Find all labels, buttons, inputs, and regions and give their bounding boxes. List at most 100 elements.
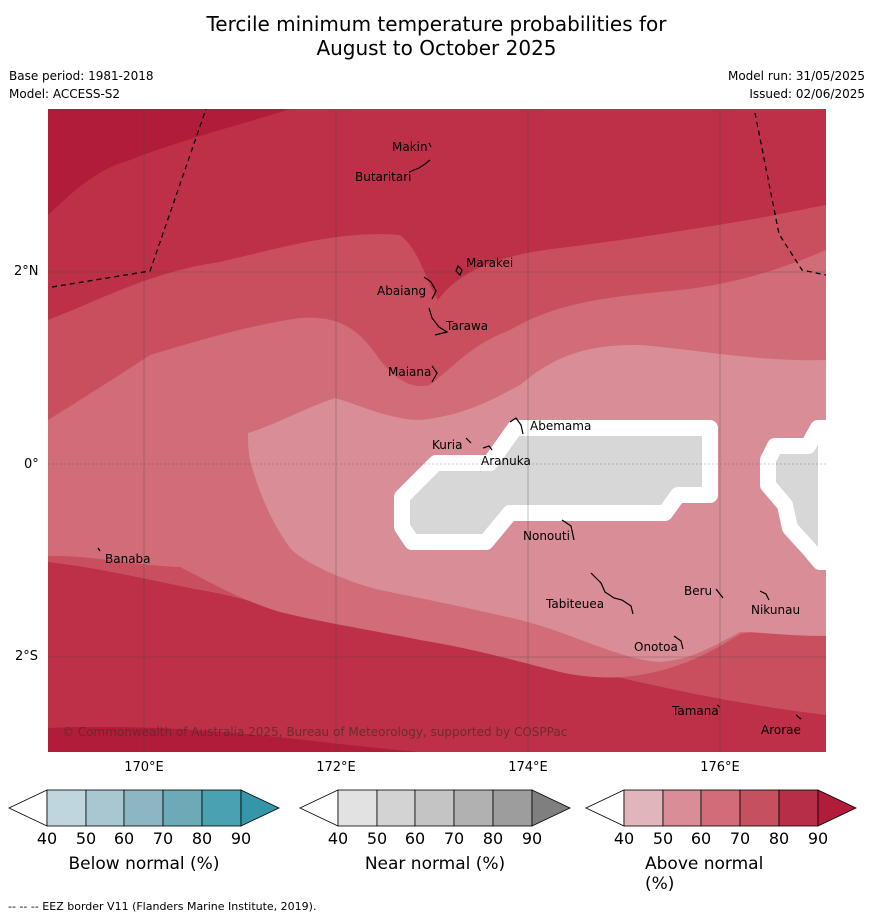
lat-label-2n: 2°N (14, 264, 39, 279)
lon-label-176e: 176°E (700, 760, 740, 775)
eez-footnote: -- -- -- EEZ border V11 (Flanders Marine… (8, 900, 317, 913)
colorbar-below-tick: 70 (152, 829, 174, 848)
colorbar-near-bin-60 (414, 789, 455, 827)
map-frame: Makin Butaritari Marakei Abaiang Tarawa … (48, 109, 826, 752)
island-label-makin: Makin (392, 140, 428, 154)
title-line-1: Tercile minimum temperature probabilitie… (206, 12, 667, 36)
colorbar-above-tick: 40 (613, 829, 635, 848)
island-shape-nonouti (561, 519, 575, 541)
island-shape-arorae (795, 714, 802, 720)
colorbar-near-tick: 70 (443, 829, 465, 848)
base-period: Base period: 1981-2018 (9, 69, 154, 83)
island-shape-tarawa (428, 307, 449, 336)
colorbar-below-tick: 50 (75, 829, 97, 848)
island-shape-abaiang (423, 276, 437, 300)
island-shape-aranuka (482, 445, 493, 451)
island-shape-butaritari (408, 159, 431, 173)
zone-near-normal-east (760, 420, 826, 570)
colorbar-above-bin-60 (700, 789, 741, 827)
colorbar-above-tick: 90 (807, 829, 829, 848)
colorbars (8, 789, 857, 827)
colorbar-near-label: Near normal (%) (364, 854, 506, 874)
colorbar-near-tick: 90 (521, 829, 543, 848)
island-label-beru: Beru (684, 584, 712, 598)
island-label-aranuka: Aranuka (481, 454, 531, 468)
lat-label-0: 0° (24, 457, 39, 472)
title-line-2: August to October 2025 (316, 36, 557, 60)
colorbar-below-bin-40 (46, 789, 87, 827)
island-label-butaritari: Butaritari (355, 170, 412, 184)
colorbar-below-tick: 80 (191, 829, 213, 848)
colorbar-below-extend-high (240, 789, 280, 827)
colorbar-below-tick: 90 (230, 829, 252, 848)
colorbar-above-bin-40 (623, 789, 664, 827)
colorbar-above-extend-low (585, 789, 625, 827)
copyright-text: © Commonwealth of Australia 2025, Bureau… (62, 725, 567, 739)
island-shape-banaba (97, 547, 101, 552)
zone-near-normal-west (394, 420, 718, 550)
colorbar-near-bin-50 (376, 789, 416, 827)
island-shape-kuria (465, 437, 472, 444)
colorbar-above-tick: 50 (652, 829, 674, 848)
colorbar-near-bin-70 (453, 789, 494, 827)
island-shape-maiana (431, 365, 438, 383)
colorbar-near-tick: 80 (482, 829, 504, 848)
island-label-abemama: Abemama (530, 419, 591, 433)
island-label-abaiang: Abaiang (377, 284, 426, 298)
island-shape-onotoa (673, 635, 684, 650)
colorbar-below-bin-70 (162, 789, 203, 827)
colorbar-below-extend-low (8, 789, 48, 827)
colorbar-above-tick: 80 (768, 829, 790, 848)
colorbar-above-normal (585, 789, 857, 827)
island-shapes (97, 142, 802, 720)
colorbar-near-extend-high (531, 789, 571, 827)
island-label-nonouti: Nonouti (523, 529, 570, 543)
island-label-onotoa: Onotoa (634, 640, 678, 654)
model-name: Model: ACCESS-S2 (9, 87, 121, 101)
island-labels: Makin Butaritari Marakei Abaiang Tarawa … (105, 140, 801, 737)
colorbar-above-label: Above normal (%) (645, 854, 764, 894)
lon-label-170e: 170°E (124, 760, 164, 775)
chart-title: Tercile minimum temperature probabilitie… (0, 12, 873, 60)
island-label-arorae: Arorae (761, 723, 801, 737)
lon-label-174e: 174°E (508, 760, 548, 775)
colorbar-below-tick: 60 (113, 829, 135, 848)
lat-label-2s: 2°S (15, 649, 39, 664)
colorbar-below-bin-50 (85, 789, 125, 827)
colorbar-above-bin-50 (662, 789, 702, 827)
island-shape-tamana (716, 704, 721, 708)
island-shape-beru (715, 588, 724, 599)
island-shape-marakei (455, 264, 463, 277)
meta-right: Model run: 31/05/2025 Issued: 02/06/2025 (728, 67, 865, 103)
colorbar-above-bin-70 (739, 789, 780, 827)
colorbar-below-tick: 40 (36, 829, 58, 848)
island-label-maiana: Maiana (388, 365, 431, 379)
model-run: Model run: 31/05/2025 (727, 69, 865, 83)
island-shape-nikunau (759, 590, 770, 601)
eez-border-west (51, 109, 207, 288)
island-label-nikunau: Nikunau (751, 603, 800, 617)
colorbar-below-label: Below normal (%) (68, 854, 220, 874)
grid-lines (48, 109, 826, 752)
colorbar-above-bin-80 (778, 789, 819, 827)
colorbar-below-normal (8, 789, 280, 827)
island-label-banaba: Banaba (105, 552, 151, 566)
meta-left: Base period: 1981-2018 Model: ACCESS-S2 (9, 67, 154, 103)
colorbar-near-normal (299, 789, 571, 827)
colorbar-near-bin-40 (337, 789, 378, 827)
colorbar-near-extend-low (299, 789, 339, 827)
island-label-kuria: Kuria (432, 438, 463, 452)
colorbar-near-bin-80 (492, 789, 533, 827)
island-label-tarawa: Tarawa (445, 319, 488, 333)
island-shape-tabiteuea (590, 572, 634, 615)
island-shape-makin (428, 142, 432, 148)
island-shape-abemama (509, 417, 524, 435)
lon-label-172e: 172°E (316, 760, 356, 775)
eez-border-east (754, 112, 826, 276)
colorbar-near-tick: 40 (327, 829, 349, 848)
colorbar-above-tick: 70 (729, 829, 751, 848)
issued-date: Issued: 02/06/2025 (749, 87, 865, 101)
colorbar-below-bin-80 (201, 789, 242, 827)
colorbar-above-extend-high (817, 789, 857, 827)
